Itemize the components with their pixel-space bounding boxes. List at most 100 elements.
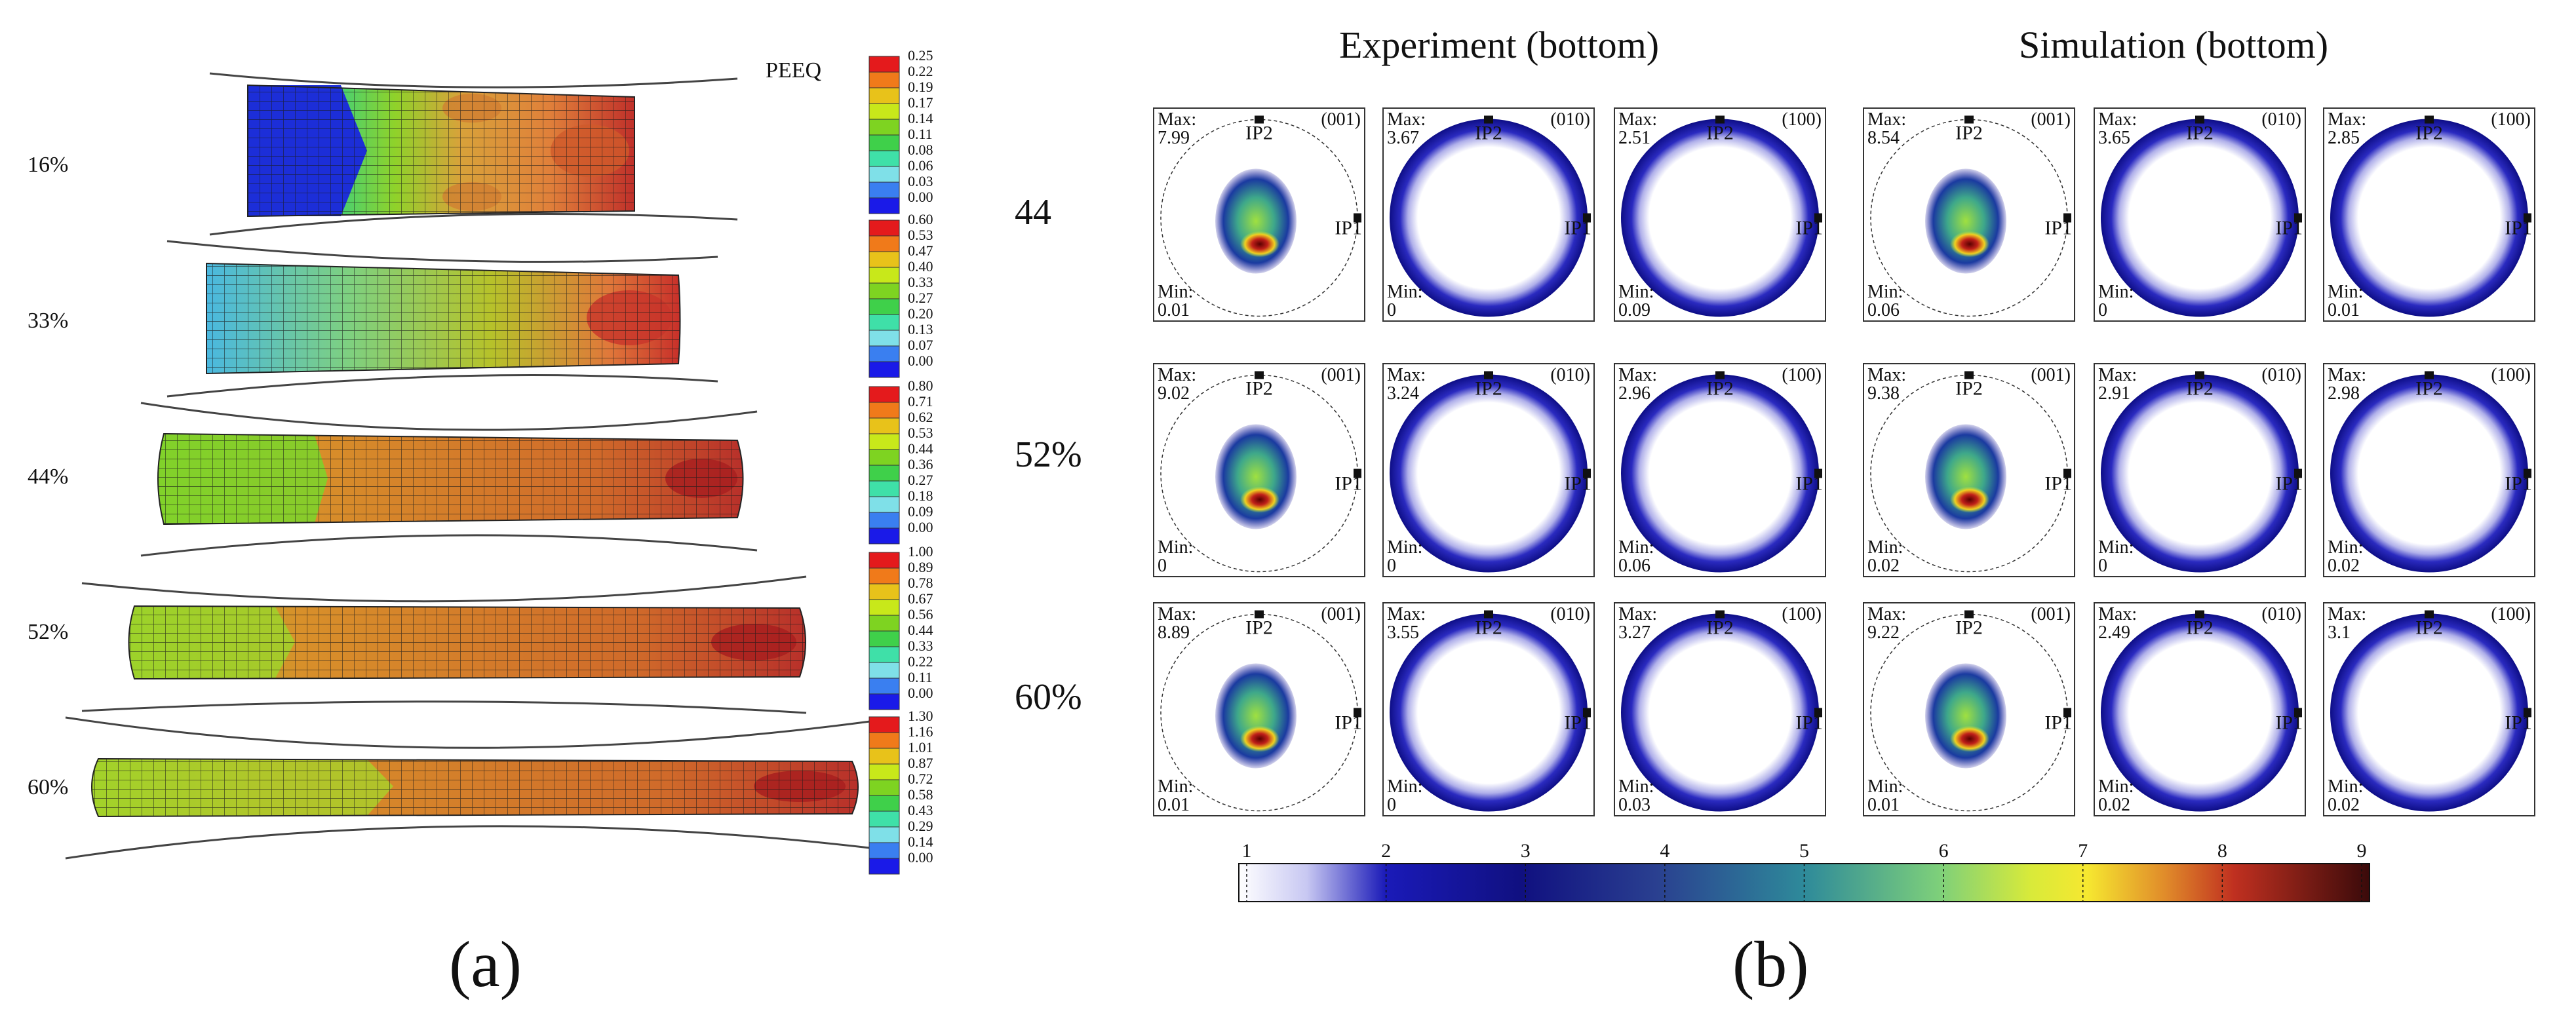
min-value: 0.06: [1618, 556, 1650, 576]
min-value: 0.02: [2328, 795, 2360, 815]
plane-label: (100): [1782, 365, 1822, 385]
legend-swatch: [868, 465, 900, 482]
colorbar: 1 2 3 4 5 6 7 8 9: [1238, 840, 2370, 902]
legend-swatch: [868, 527, 900, 545]
intensity-peak: [1240, 725, 1279, 752]
ip2-marker: [2425, 610, 2434, 619]
ip1-label: IP1: [2044, 473, 2072, 495]
legend-value: 0.36: [908, 456, 933, 472]
legend-value: 0.00: [908, 849, 933, 866]
min-value: 0: [2098, 556, 2107, 576]
plane-label: (100): [1782, 604, 1822, 624]
legend-swatch: [868, 282, 900, 299]
min-label: Min:: [1618, 537, 1654, 558]
legend-value: 0.58: [908, 786, 933, 803]
legend-value: 0.40: [908, 258, 933, 275]
intensity-blob: [1925, 663, 2006, 769]
legend-swatch: [868, 314, 900, 331]
legend-value: 0.20: [908, 305, 933, 322]
intensity-peak: [1950, 725, 1989, 752]
colorbar-tick-label: 2: [1381, 840, 1391, 862]
plane-label: (001): [1321, 365, 1361, 385]
ip1-label: IP1: [1564, 218, 1591, 239]
ip1-marker: [2524, 213, 2531, 223]
ip1-marker: [1354, 468, 1361, 478]
intensity-blob: [1925, 168, 2006, 274]
pole-figure: IP2 IP1 Max:3.67 (010) Min:0: [1382, 107, 1595, 322]
legend-swatch: [868, 134, 900, 151]
ip1-marker: [2294, 213, 2302, 223]
ip2-label: IP2: [1245, 378, 1273, 400]
legend-value: 0.17: [908, 94, 933, 111]
plane-label: (010): [2261, 604, 2301, 624]
legend-swatch: [868, 552, 900, 569]
pole-figure: IP2 IP1 Max:7.99 (001) Min:0.01: [1153, 107, 1365, 322]
ip1-label: IP1: [1335, 218, 1362, 239]
colorbar-tick-label: 5: [1799, 840, 1809, 862]
legend-value: 0.33: [908, 638, 933, 654]
ip2-marker: [1715, 371, 1725, 379]
intensity-blob: [1925, 424, 2006, 529]
plane-label: (100): [2491, 604, 2531, 624]
ip1-label: IP1: [1564, 712, 1591, 734]
ip1-label: IP1: [1795, 712, 1823, 734]
ip2-label: IP2: [2415, 378, 2443, 400]
max-label: Max:: [1618, 604, 1657, 624]
pole-figure: IP2 IP1 Max:3.65 (010) Min:0: [2094, 107, 2306, 322]
max-value: 9.22: [1867, 622, 1900, 643]
legend-swatch: [868, 599, 900, 616]
ip2-marker: [2195, 371, 2204, 379]
ip2-marker: [1484, 371, 1493, 379]
max-label: Max:: [2098, 604, 2137, 624]
legend-value: 0.44: [908, 440, 933, 457]
legend-swatch: [868, 716, 900, 733]
legend-swatch: [868, 433, 900, 450]
legend-swatch: [868, 345, 900, 362]
plane-label: (010): [1550, 365, 1590, 385]
min-value: 0: [1387, 795, 1396, 815]
ip1-marker: [1583, 213, 1591, 223]
ip2-label: IP2: [1706, 617, 1734, 639]
legend-swatch: [868, 826, 900, 843]
peeq-legend: 0.250.220.190.170.140.110.080.060.030.00: [868, 47, 933, 214]
colorbar-tick-label: 9: [2357, 840, 2367, 862]
legend-swatch: [868, 361, 900, 378]
legend-value: 1.00: [908, 543, 933, 560]
pole-figure: IP2 IP1 Max:2.98 (100) Min:0.02: [2323, 363, 2535, 577]
max-label: Max:: [1158, 365, 1196, 385]
intensity-peak: [1240, 231, 1279, 258]
ip1-label: IP1: [2044, 218, 2072, 239]
min-label: Min:: [2328, 282, 2363, 302]
legend-value: 1.01: [908, 739, 933, 755]
legend-swatch: [868, 235, 900, 252]
colorbar-tick-label: 1: [1242, 840, 1252, 862]
ip1-marker: [1814, 708, 1822, 717]
legend-value: 0.80: [908, 377, 933, 394]
min-value: 0.06: [1867, 300, 1900, 320]
max-value: 2.85: [2328, 128, 2360, 148]
legend-swatch: [868, 630, 900, 647]
legend-swatch: [868, 220, 900, 237]
ip2-label: IP2: [1706, 378, 1734, 400]
legend-swatch: [868, 330, 900, 347]
specimen-60: [91, 757, 859, 818]
max-value: 2.51: [1618, 128, 1650, 148]
pole-figure: IP2 IP1 Max:8.54 (001) Min:0.06: [1863, 107, 2075, 322]
ip2-label: IP2: [2186, 378, 2214, 400]
legend-swatch: [868, 87, 900, 104]
legend-value: 0.60: [908, 211, 933, 227]
min-value: 0.01: [1158, 300, 1190, 320]
plane-label: (010): [2261, 365, 2301, 385]
intensity-blob: [1215, 168, 1297, 274]
legend-value: 0.78: [908, 575, 933, 591]
pole-figure: IP2 IP1 Max:2.49 (010) Min:0.02: [2094, 602, 2306, 816]
ip2-marker: [1964, 371, 1974, 379]
colorbar-tick-label: 7: [2078, 840, 2088, 862]
ip1-label: IP1: [2505, 712, 2532, 734]
ip2-label: IP2: [2415, 617, 2443, 639]
legend-value: 0.19: [908, 79, 933, 95]
pole-figure: IP2 IP1 Max:2.85 (100) Min:0.01: [2323, 107, 2535, 322]
legend-swatch: [868, 480, 900, 497]
ip1-label: IP1: [2044, 712, 2072, 734]
ip2-marker: [1715, 115, 1725, 124]
